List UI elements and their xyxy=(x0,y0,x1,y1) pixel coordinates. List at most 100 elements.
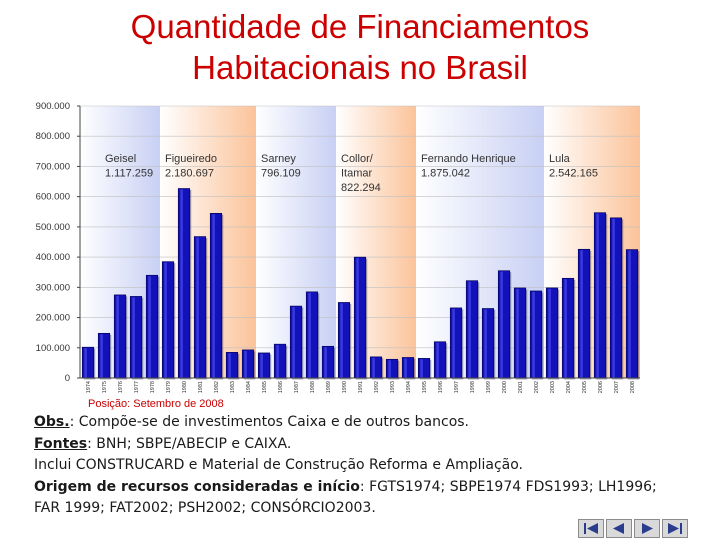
bar xyxy=(545,287,559,379)
bar xyxy=(417,358,431,379)
title-line-2: Habitacionais no Brasil xyxy=(192,49,528,86)
obs-label: Obs. xyxy=(34,414,70,430)
period-total: 2.180.697 xyxy=(165,168,214,180)
bar xyxy=(529,290,543,379)
bar-highlight xyxy=(580,250,583,378)
bar xyxy=(433,341,447,379)
bar-highlight xyxy=(468,281,471,378)
x-tick-label: 1997 xyxy=(454,381,460,393)
previous-slide-button[interactable] xyxy=(606,519,632,538)
x-tick-label: 1977 xyxy=(134,381,140,393)
bar-highlight xyxy=(84,348,87,378)
bar-highlight xyxy=(532,291,535,378)
page-title: Quantidade de Financiamentos Habitaciona… xyxy=(60,6,660,88)
x-tick-label: 1981 xyxy=(198,381,204,393)
bar-highlight xyxy=(404,358,407,378)
bar xyxy=(129,296,143,379)
origem-label: Origem de recursos consideradas e início xyxy=(34,478,360,495)
x-tick-label: 1993 xyxy=(390,381,396,393)
previous-icon xyxy=(613,523,624,534)
x-tick-label: 1998 xyxy=(470,381,476,393)
x-tick-label: 1996 xyxy=(438,381,444,393)
x-tick-label: 1990 xyxy=(342,381,348,393)
bar xyxy=(609,217,623,379)
period-label: Lula xyxy=(549,153,571,165)
period-label: Figueiredo xyxy=(165,153,217,165)
bar-highlight xyxy=(596,213,599,378)
period-label: Collor/ xyxy=(341,153,374,165)
x-tick-label: 2003 xyxy=(550,381,556,393)
bar-highlight xyxy=(100,334,103,378)
origem-text-1: : FGTS1974; SBPE1974 FDS1993; LH1996; xyxy=(359,478,657,495)
bar xyxy=(177,188,191,379)
x-tick-label: 1987 xyxy=(294,381,300,393)
first-slide-button[interactable] xyxy=(578,519,604,538)
bar-highlight xyxy=(308,292,311,378)
bar-highlight xyxy=(212,214,215,378)
bar xyxy=(337,302,351,379)
bar-highlight xyxy=(388,360,391,378)
x-tick-label: 1994 xyxy=(406,381,412,393)
bar xyxy=(161,261,175,379)
bar-highlight xyxy=(628,250,631,378)
position-note: Posição: Setembro de 2008 xyxy=(88,398,224,410)
bar-highlight xyxy=(356,258,359,378)
bar xyxy=(353,256,367,379)
bar xyxy=(481,308,495,379)
bar xyxy=(305,291,319,379)
x-tick-label: 1980 xyxy=(182,381,188,393)
period-label: Geisel xyxy=(105,153,136,165)
obs-line: Obs.: Compõe-se de investimentos Caixa e… xyxy=(34,412,674,434)
bar-chart: Geisel 1.117.259 Figueiredo 2.180.697 Sarney… xyxy=(36,101,640,393)
x-tick-label: 2001 xyxy=(518,381,524,393)
bar-highlight xyxy=(436,342,439,378)
bar-highlight xyxy=(116,295,119,378)
x-tick-label: 2005 xyxy=(582,381,588,393)
bar xyxy=(289,305,303,379)
period-label: Sarney xyxy=(261,153,296,165)
obs-text: : Compõe-se de investimentos Caixa e de … xyxy=(69,414,470,430)
y-tick-label: 800.000 xyxy=(36,131,70,142)
bar-highlight xyxy=(324,347,327,378)
first-icon xyxy=(584,523,598,534)
bar-highlight xyxy=(292,307,295,378)
origem-line: Origem de recursos consideradas e início… xyxy=(34,477,674,499)
last-slide-button[interactable] xyxy=(662,519,688,538)
bar xyxy=(241,349,255,379)
x-tick-label: 1978 xyxy=(150,381,156,393)
bar-highlight xyxy=(164,262,167,378)
x-tick-label: 1988 xyxy=(310,381,316,393)
period-label: Itamar xyxy=(341,168,373,180)
x-tick-label: 1974 xyxy=(86,381,92,393)
bar xyxy=(321,345,335,379)
next-slide-button[interactable] xyxy=(634,519,660,538)
period-total: 796.109 xyxy=(261,168,301,180)
x-tick-label: 1991 xyxy=(358,381,364,393)
x-tick-label: 1979 xyxy=(166,381,172,393)
y-tick-label: 600.000 xyxy=(36,192,70,203)
bar xyxy=(401,357,415,379)
x-tick-label: 1989 xyxy=(326,381,332,393)
y-tick-label: 100.000 xyxy=(36,343,70,354)
bar xyxy=(369,356,383,379)
bar-highlight xyxy=(276,345,279,378)
x-tick-label: 1983 xyxy=(230,381,236,393)
bar xyxy=(577,248,591,379)
bar xyxy=(497,270,511,379)
bar-highlight xyxy=(180,189,183,378)
x-tick-label: 1995 xyxy=(422,381,428,393)
bar xyxy=(513,287,527,379)
bar-highlight xyxy=(548,288,551,378)
x-tick-label: 2006 xyxy=(598,381,604,393)
x-tick-label: 1999 xyxy=(486,381,492,393)
bar-highlight xyxy=(516,288,519,378)
bar-highlight xyxy=(340,303,343,378)
bar-highlight xyxy=(244,350,247,378)
bar-highlight xyxy=(372,357,375,378)
period-total: 1.117.259 xyxy=(105,168,153,180)
last-icon xyxy=(668,523,682,534)
bar xyxy=(225,352,239,379)
y-tick-label: 500.000 xyxy=(36,222,70,233)
bar xyxy=(209,212,223,379)
period-band xyxy=(160,106,256,378)
